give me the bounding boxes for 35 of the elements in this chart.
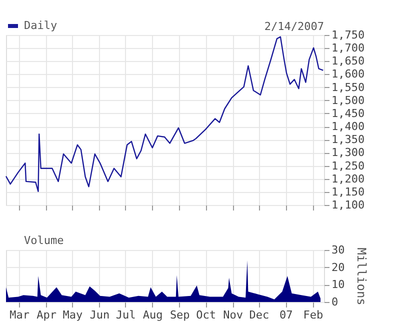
x-tick-label: Jun [90,308,110,322]
x-tick-label: Mar [10,308,30,322]
y-tick-label: 1,450 [332,106,365,120]
y-tick-label: 20 [332,260,345,274]
text: 2/14/2007 [264,20,324,33]
y-tick-label: 1,550 [332,80,365,94]
y-tick-label: 1,750 [332,28,365,42]
x-tick-label: Sep [170,308,190,322]
y-tick-label: 0 [332,296,338,308]
x-tick-label: Dec [249,308,270,322]
x-tick-label: Oct [196,308,216,322]
y-tick-label: 1,600 [332,68,365,81]
y-tick-label: 30 [332,244,345,256]
y-tick-label: 10 [332,278,345,292]
y-tick-label: 1,500 [332,94,365,107]
legend-label: Daily [24,19,58,32]
y-axis-title: Millions [354,248,369,306]
x-tick-label: Jul [116,308,136,322]
x-tick-label: May [62,308,84,322]
text: Volume [24,234,64,247]
x-tick-label: 07 [280,308,293,322]
y-tick-label: 1,700 [332,42,365,55]
y-tick-label: 1,300 [332,146,365,160]
y-tick-label: 1,100 [332,198,365,212]
y-tick-label: 1,400 [332,120,365,134]
y-tick-label: 1,250 [332,159,365,172]
x-tick-label: Nov [223,308,244,322]
x-tick-label: Aug [142,308,163,322]
y-tick-label: 1,200 [332,172,365,186]
y-tick-label: 1,150 [332,185,365,198]
y-tick-label: 1,350 [332,133,365,146]
x-tick-label: Apr [36,308,57,322]
line-series [5,36,324,192]
y-tick-label: 1,650 [332,54,365,68]
x-tick-label: Feb [303,308,324,322]
